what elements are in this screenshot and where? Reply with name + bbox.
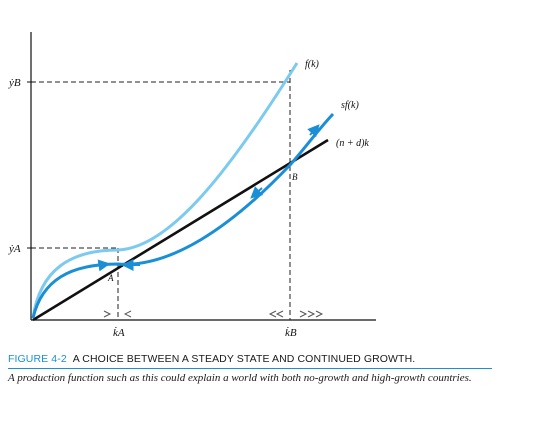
y-tick-label-yB: ẏB [8,77,21,89]
series-label-ndk: (n + d)k [336,138,369,149]
series-label-fk: f(k) [305,59,320,70]
series-label-sfk: sf(k) [341,100,359,111]
point-label-A: A [107,273,114,283]
series-line-fk [31,62,299,319]
series-line-sfk [31,112,335,319]
x-tick-label-kA: k̇A [113,327,125,339]
flow-arrow-4 [307,124,320,138]
flow-arrow-1 [81,259,111,272]
axis-arrows-kB [268,310,324,318]
x-tick-label-kB: k̇B [285,327,297,339]
flow-arrow-3 [250,186,264,199]
point-label-B: B [292,172,298,182]
series-line-ndk [32,138,329,322]
y-tick-label-yA: ẏA [8,243,21,255]
axis-arrows-kA [103,310,132,318]
